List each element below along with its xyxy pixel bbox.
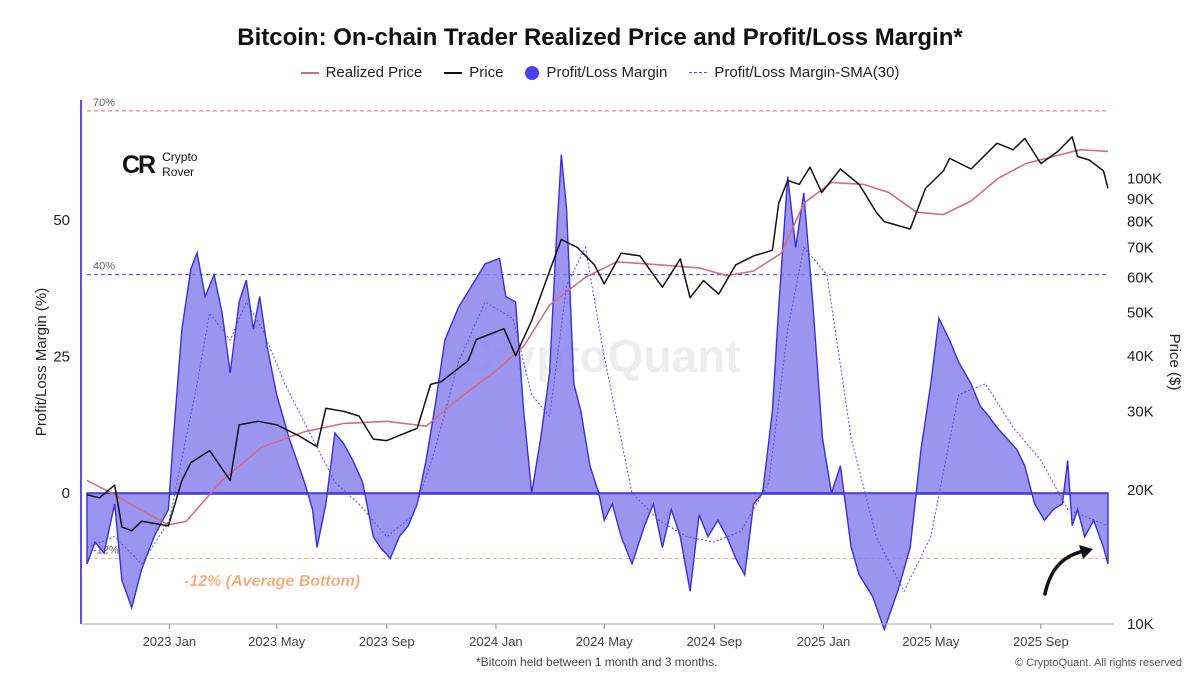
x-tick-label: 2025 May [902, 634, 960, 649]
logo-text: Crypto Rover [162, 150, 197, 180]
realized-price-line [86, 148, 1109, 526]
chart-legend: Realized Price Price Profit/Loss Margin … [0, 64, 1200, 81]
legend-label-realized-price: Realized Price [325, 64, 423, 81]
legend-item-realized-price[interactable]: Realized Price [300, 64, 423, 81]
price-path [86, 136, 1109, 532]
legend-item-price[interactable]: Price [444, 64, 503, 81]
left-axis-label: Profit/Loss Margin (%) [33, 288, 50, 436]
curved-arrow-annotation [1043, 549, 1086, 596]
x-tick-label: 2025 Sep [1013, 634, 1069, 649]
legend-swatch-margin-sma [689, 72, 708, 73]
legend-swatch-margin [525, 65, 540, 80]
margin-area [86, 154, 1109, 632]
margin-area-path [86, 154, 1109, 632]
margin-sma-path [86, 245, 1109, 593]
left-axis-ticks: 50 25 0 [53, 212, 70, 502]
right-axis-ticks: 100K 90K 80K 70K 60K 50K 40K 30K 20K 10K [1127, 170, 1162, 633]
right-tick-label: 30K [1127, 403, 1154, 420]
reference-label-0: 70% [93, 97, 115, 109]
legend-swatch-price [444, 71, 463, 74]
right-tick-label: 10K [1127, 616, 1154, 633]
logo-text-line2: Rover [162, 165, 195, 179]
x-tick-label: 2023 May [248, 634, 306, 649]
x-tick-label: 2024 Jan [469, 634, 523, 649]
right-tick-label: 20K [1127, 482, 1154, 499]
x-tick-label: 2024 Sep [686, 634, 742, 649]
left-tick-label: 0 [62, 485, 70, 502]
x-axis-ticks: 2023 Jan 2023 May 2023 Sep 2024 Jan 2024 May… [143, 624, 1069, 649]
crypto-rover-logo: CR Crypto Rover [122, 150, 197, 180]
margin-sma-line [86, 245, 1109, 593]
price-line [86, 136, 1109, 532]
left-tick-label: 25 [53, 349, 70, 366]
copyright-notice: © CryptoQuant. All rights reserved [1014, 657, 1182, 669]
x-tick-label: 2023 Sep [359, 634, 415, 649]
legend-item-margin-sma[interactable]: Profit/Loss Margin-SMA(30) [689, 64, 899, 81]
reference-label-1: 40% [93, 261, 115, 273]
realized-price-path [86, 148, 1109, 526]
curved-arrow-head [1079, 545, 1093, 559]
zero-band [87, 493, 1108, 495]
right-tick-label: 60K [1127, 269, 1154, 286]
right-tick-label: 100K [1127, 170, 1162, 187]
logo-text-line1: Crypto [162, 150, 198, 164]
legend-label-margin: Profit/Loss Margin [546, 64, 668, 81]
legend-swatch-realized-price [300, 71, 319, 74]
x-tick-label: 2025 Jan [797, 634, 851, 649]
x-tick-label: 2024 May [576, 634, 634, 649]
right-tick-label: 70K [1127, 239, 1154, 256]
chart-title: Bitcoin: On-chain Trader Realized Price … [237, 24, 963, 51]
right-tick-label: 80K [1127, 214, 1154, 231]
footnote: *Bitcoin held between 1 month and 3 mont… [476, 655, 718, 669]
x-tick-label: 2023 Jan [143, 634, 197, 649]
logo-mark: CR [122, 150, 156, 179]
legend-label-price: Price [469, 64, 504, 81]
right-tick-label: 40K [1127, 348, 1154, 365]
right-axis-label: Price ($) [1166, 334, 1183, 391]
zero-line [87, 493, 1108, 495]
legend-item-margin[interactable]: Profit/Loss Margin [525, 64, 667, 81]
legend-label-margin-sma: Profit/Loss Margin-SMA(30) [714, 64, 900, 81]
right-tick-label: 90K [1127, 191, 1154, 208]
left-tick-label: 50 [53, 212, 70, 229]
axis-lines [80, 100, 1114, 625]
right-tick-label: 50K [1127, 305, 1154, 322]
average-bottom-annotation: -12% (Average Bottom) [184, 573, 360, 590]
